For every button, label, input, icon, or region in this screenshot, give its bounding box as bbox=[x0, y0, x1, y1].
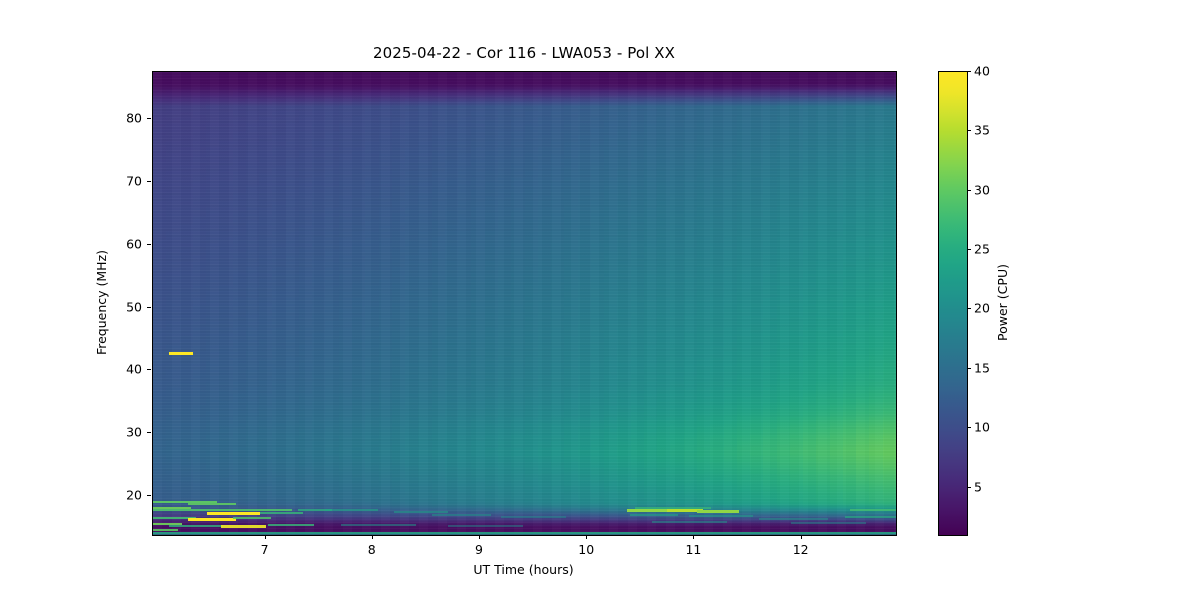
colorbar-tick-label: 25 bbox=[974, 241, 990, 257]
y-tick-label: 40 bbox=[126, 361, 142, 377]
x-tick bbox=[800, 535, 802, 539]
x-tick bbox=[264, 535, 266, 539]
spectrogram-axes[interactable] bbox=[152, 71, 897, 536]
colorbar-tick bbox=[967, 249, 971, 251]
x-tick bbox=[371, 535, 373, 539]
colorbar-tick-label: 5 bbox=[974, 479, 982, 494]
colorbar-tick-label: 40 bbox=[974, 63, 990, 79]
page-title: 2025-04-22 - Cor 116 - LWA053 - Pol XX bbox=[372, 44, 676, 62]
colorbar-tick bbox=[967, 130, 971, 132]
x-tick bbox=[479, 535, 480, 539]
colorbar-gradient bbox=[939, 72, 967, 535]
colorbar-tick bbox=[967, 189, 971, 191]
y-tick bbox=[147, 306, 151, 308]
colorbar-tick-label: 35 bbox=[974, 122, 990, 138]
y-tick bbox=[147, 180, 151, 182]
colorbar-tick-label: 30 bbox=[974, 182, 990, 198]
colorbar-tick-label: 20 bbox=[974, 300, 990, 316]
y-tick bbox=[147, 495, 151, 497]
colorbar-tick bbox=[967, 308, 971, 310]
y-tick-label: 60 bbox=[126, 236, 142, 252]
x-tick-label: 7 bbox=[260, 542, 269, 557]
x-axis-label: UT Time (hours) bbox=[473, 562, 574, 577]
colorbar-tick bbox=[967, 427, 971, 429]
colorbar[interactable] bbox=[938, 71, 968, 536]
y-tick bbox=[147, 118, 151, 120]
colorbar-tick-label: 15 bbox=[974, 360, 990, 376]
x-tick-label: 10 bbox=[578, 542, 595, 557]
y-tick-label: 30 bbox=[126, 424, 142, 440]
y-axis-label: Frequency (MHz) bbox=[94, 249, 109, 356]
y-tick-label: 70 bbox=[126, 173, 142, 189]
y-tick bbox=[147, 432, 151, 434]
x-tick bbox=[693, 535, 695, 539]
y-tick bbox=[147, 243, 151, 245]
x-tick-label: 9 bbox=[475, 542, 483, 557]
x-tick bbox=[586, 535, 588, 539]
spectrogram-image bbox=[153, 72, 896, 535]
colorbar-tick-label: 10 bbox=[974, 419, 990, 435]
x-tick-label: 11 bbox=[685, 542, 702, 557]
y-tick-label: 50 bbox=[126, 299, 142, 315]
colorbar-tick bbox=[967, 71, 971, 72]
y-tick-label: 80 bbox=[126, 110, 142, 126]
colorbar-label: Power (CPU) bbox=[995, 264, 1010, 341]
colorbar-tick bbox=[967, 367, 971, 369]
y-tick bbox=[147, 369, 151, 371]
y-tick-label: 20 bbox=[126, 487, 142, 503]
x-tick-label: 8 bbox=[367, 542, 376, 557]
colorbar-tick bbox=[967, 486, 971, 488]
x-tick-label: 12 bbox=[792, 542, 809, 557]
